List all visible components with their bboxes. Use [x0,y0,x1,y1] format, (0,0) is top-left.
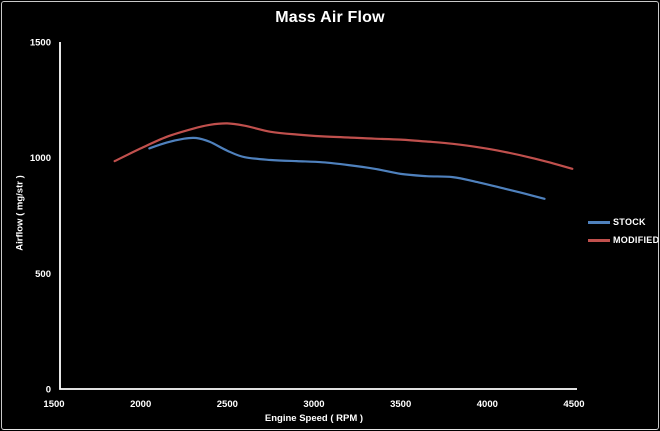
x-tick-label: 4000 [477,399,498,410]
legend-item-modified: MODIFIED [588,231,659,249]
legend-label: STOCK [613,217,646,227]
series-line-stock [148,136,546,200]
y-tick-label: 1000 [30,153,51,164]
x-tick-label: 1500 [43,399,64,410]
chart-legend: STOCK MODIFIED [588,213,659,249]
y-tick-label: 0 [46,385,51,396]
x-tick-label: 2500 [217,399,238,410]
x-tick-label: 4500 [563,399,584,410]
y-tick-label: 500 [35,269,51,280]
x-axis-title: Engine Speed ( RPM ) [264,413,364,424]
y-tick-label: 1500 [30,38,51,49]
x-tick-label: 2000 [130,399,151,410]
x-tick-label: 3500 [390,399,411,410]
legend-swatch-stock [588,220,610,224]
y-axis-title: Airflow ( mg/str ) [14,175,26,251]
x-tick-label: 3000 [303,399,324,410]
legend-swatch-modified [588,238,610,242]
axis-lines [59,42,577,390]
legend-item-stock: STOCK [588,213,659,231]
legend-label: MODIFIED [613,235,660,245]
chart-title: Mass Air Flow [275,9,385,26]
series-line-modified [113,122,574,170]
